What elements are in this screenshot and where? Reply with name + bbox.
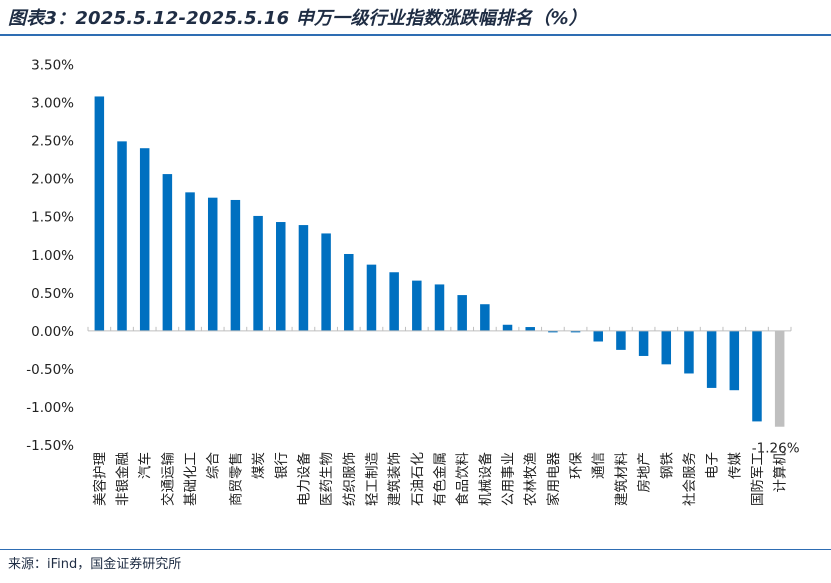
y-tick-label: 2.50% [31,134,74,150]
bar-房地产 [638,330,649,356]
bar-社会服务 [684,330,694,374]
y-tick-label: 0.00% [31,324,74,340]
bar-有色金属 [434,284,445,331]
x-category-label: 基础化工 [182,452,199,506]
y-tick-label: 2.00% [31,172,74,188]
x-category-label: 交通运输 [159,452,176,506]
bar-计算机 [774,330,785,427]
x-category-label: 社会服务 [682,452,698,506]
bar-非银金融 [117,141,127,331]
page-title: 图表3：2025.5.12-2025.5.16 申万一级行业指数涨跌幅排名（%） [8,8,587,29]
y-tick-label: 3.50% [31,58,74,74]
bar-钢铁 [661,330,672,365]
x-category-label: 食品饮料 [454,452,471,506]
bar-公用事业 [502,324,513,331]
x-category-label: 纺织服饰 [342,452,358,506]
x-category-label: 商贸零售 [228,452,244,506]
x-category-label: 房地产 [637,452,653,493]
x-category-label: 煤炭 [251,452,267,479]
bar-石油石化 [412,280,422,331]
bar-煤炭 [253,215,263,331]
x-category-label: 通信 [591,452,607,479]
x-category-label: 非银金融 [115,452,131,506]
x-category-label: 汽车 [137,452,154,479]
bar-汽车 [139,148,150,331]
x-category-label: 环保 [569,452,585,479]
bar-食品饮料 [457,295,467,331]
y-tick-label: 3.00% [31,96,74,112]
bar-医药生物 [321,233,331,331]
x-category-label: 钢铁 [659,452,675,480]
x-category-label: 建筑装饰 [387,452,403,506]
bar-家用电器 [548,330,558,333]
y-axis: 3.50% 3.00% 2.50% 2.00% 1.50% 1.00% 0.50% 0.00%… [26,58,74,455]
bar-交通运输 [162,174,173,331]
x-category-label: 机械设备 [477,452,494,506]
x-category-label: 公用事业 [501,452,517,506]
bar-商贸零售 [230,199,241,331]
x-axis-categories: 美容护理 非银金融 汽车 交通运输 基础化工 综合 商贸零售 煤炭 银行 电力设备 医药生物 纺织服饰… [91,452,788,507]
x-category-label: 石油石化 [410,452,426,506]
bar-建筑材料 [616,330,626,350]
x-category-label: 电力设备 [295,452,312,506]
bar-美容护理 [94,96,105,331]
bar-国防军工 [752,330,762,422]
y-tick-label: 1.50% [31,210,74,226]
x-category-label: 轻工制造 [364,452,380,506]
x-category-label: 有色金属 [432,452,449,506]
bar-传媒 [729,330,740,391]
footer-divider [0,549,831,550]
bar-银行 [276,222,286,331]
bar-通信 [593,330,603,342]
bar-纺织服饰 [344,253,354,331]
x-category-label: 国防军工 [750,452,766,506]
bar-轻工制造 [366,264,377,331]
x-category-label: 家用电器 [545,452,562,506]
bar-综合 [207,197,218,331]
y-tick-label: -1.00% [26,400,74,416]
x-category-label: 美容护理 [91,452,108,506]
x-category-label: 电子 [705,452,721,479]
x-category-label: 综合 [206,452,222,479]
x-category-label: 银行 [274,452,290,479]
y-tick-label: 1.00% [31,248,74,264]
x-category-label: 医药生物 [319,452,335,506]
data-labels: -1.26% [752,441,800,457]
bars [87,96,792,427]
bar-机械设备 [480,304,490,331]
y-tick-label: 0.50% [31,286,74,302]
x-category-label: 建筑材料 [614,452,630,506]
bar-电力设备 [298,225,309,331]
title-divider [0,34,831,36]
bar-农林牧渔 [525,327,535,331]
x-category-label: 传媒 [727,452,743,479]
y-tick-label: -1.50% [26,438,74,454]
source-note: 来源：iFind，国金证券研究所 [8,557,182,572]
bar-建筑装饰 [389,272,399,331]
x-category-label: 农林牧渔 [523,452,539,506]
bar-基础化工 [185,192,195,331]
bar-电子 [706,330,717,388]
y-tick-label: -0.50% [26,362,74,378]
data-label: -1.26% [752,441,800,457]
bar-环保 [570,330,581,333]
x-category-label: 计算机 [773,452,789,493]
